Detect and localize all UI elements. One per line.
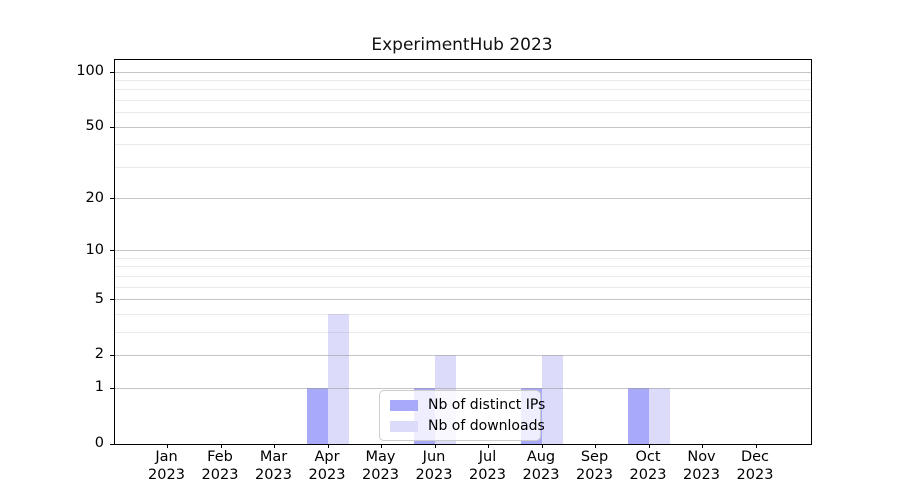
legend-swatch-downloads bbox=[390, 420, 418, 432]
bar-downloads bbox=[542, 355, 563, 444]
gridline-minor bbox=[115, 144, 811, 146]
x-axis-year: 2023 bbox=[308, 466, 346, 483]
plot-area bbox=[110, 59, 812, 448]
gridline-minor bbox=[115, 166, 811, 168]
x-axis-tick-label: Jul 2023 bbox=[456, 449, 520, 484]
y-axis-tick-label: 100 bbox=[76, 63, 104, 79]
legend-swatch-distinct-ips bbox=[390, 399, 418, 411]
y-axis-tick-label: 20 bbox=[85, 189, 104, 206]
x-axis-month: Mar bbox=[259, 449, 288, 465]
x-axis-month: Jul bbox=[478, 449, 497, 465]
y-axis-tick bbox=[110, 443, 115, 445]
y-axis-tick bbox=[110, 354, 115, 356]
x-axis-year: 2023 bbox=[736, 466, 774, 483]
x-axis-year: 2023 bbox=[629, 466, 667, 483]
x-axis-tick-label: Sep 2023 bbox=[563, 449, 627, 484]
bar-downloads bbox=[649, 388, 670, 444]
gridline-minor bbox=[115, 331, 811, 333]
x-axis-year: 2023 bbox=[469, 466, 506, 483]
x-axis-month: Dec bbox=[740, 449, 770, 465]
gridline-minor bbox=[115, 79, 811, 81]
x-axis-year: 2023 bbox=[148, 466, 185, 483]
y-axis-tick bbox=[110, 299, 115, 301]
y-axis-tick-label: 5 bbox=[94, 290, 104, 307]
x-axis-tick bbox=[595, 444, 596, 448]
gridline-major bbox=[115, 299, 811, 301]
x-axis-month: Nov bbox=[687, 449, 716, 465]
gridline-major bbox=[115, 126, 811, 128]
legend-label-downloads: Nb of downloads bbox=[428, 418, 545, 434]
x-axis-tick bbox=[381, 444, 382, 448]
x-axis-month: Jun bbox=[422, 449, 446, 465]
x-axis-tick bbox=[648, 444, 650, 448]
x-axis-tick bbox=[220, 444, 222, 448]
x-axis-tick-label: Dec 2023 bbox=[723, 449, 787, 484]
x-axis-tick bbox=[541, 444, 543, 448]
gridline-minor bbox=[115, 112, 811, 114]
bar-distinct-ips bbox=[628, 388, 649, 444]
bar-distinct-ips bbox=[307, 388, 328, 444]
x-axis-tick bbox=[702, 444, 703, 448]
gridline-minor bbox=[115, 275, 811, 277]
gridline-major bbox=[115, 354, 811, 356]
y-axis-tick bbox=[110, 387, 115, 389]
gridline-minor bbox=[115, 89, 811, 91]
x-axis-year: 2023 bbox=[576, 466, 613, 483]
chart-title: ExperimentHub 2023 bbox=[371, 35, 553, 55]
x-axis-month: Jan bbox=[155, 449, 178, 465]
gridline-minor bbox=[115, 313, 811, 315]
x-axis-month: May bbox=[365, 449, 396, 465]
x-axis-year: 2023 bbox=[201, 466, 239, 483]
y-axis-tick-label: 50 bbox=[85, 118, 104, 135]
y-axis-tick bbox=[110, 198, 115, 200]
x-axis-tick-label: Jan 2023 bbox=[135, 449, 199, 484]
x-axis-tick-label: Mar 2023 bbox=[242, 449, 306, 484]
y-axis-tick bbox=[110, 71, 115, 73]
x-axis-tick bbox=[488, 444, 489, 448]
x-axis-year: 2023 bbox=[522, 466, 560, 483]
y-axis-tick bbox=[110, 250, 115, 252]
x-axis-tick bbox=[167, 444, 168, 448]
gridline-major bbox=[115, 198, 811, 200]
x-axis-tick-label: Jun 2023 bbox=[402, 449, 466, 484]
x-axis-month: Sep bbox=[580, 449, 609, 465]
x-axis-year: 2023 bbox=[362, 466, 399, 483]
bar-downloads bbox=[328, 314, 349, 444]
legend: Nb of distinct IPs Nb of downloads bbox=[379, 390, 545, 441]
x-axis-year: 2023 bbox=[255, 466, 292, 483]
legend-label-distinct-ips: Nb of distinct IPs bbox=[428, 397, 546, 413]
gridline-minor bbox=[115, 286, 811, 288]
gridline-major bbox=[115, 71, 811, 73]
legend-entry-distinct-ips: Nb of distinct IPs bbox=[390, 397, 545, 413]
x-axis-month: Feb bbox=[207, 449, 233, 465]
x-axis-tick-label: Feb 2023 bbox=[188, 449, 252, 484]
gridline-major bbox=[115, 250, 811, 252]
x-axis-year: 2023 bbox=[683, 466, 720, 483]
gridline-minor bbox=[115, 99, 811, 101]
x-axis-tick-label: Oct 2023 bbox=[616, 449, 680, 484]
x-axis-tick bbox=[274, 444, 275, 448]
y-axis-tick-label: 1 bbox=[94, 379, 104, 396]
x-axis-year: 2023 bbox=[415, 466, 453, 483]
x-axis-month: Apr bbox=[314, 449, 340, 465]
gridline-major bbox=[115, 387, 811, 389]
x-axis-tick-label: Aug 2023 bbox=[509, 449, 573, 484]
y-axis-tick-label: 0 bbox=[94, 435, 104, 451]
y-axis-tick-label: 10 bbox=[85, 241, 104, 258]
y-axis-tick-label: 2 bbox=[94, 346, 104, 363]
gridline-minor bbox=[115, 257, 811, 259]
x-axis-tick-label: Nov 2023 bbox=[670, 449, 734, 484]
legend-entry-downloads: Nb of downloads bbox=[390, 418, 545, 434]
x-axis-tick bbox=[755, 444, 757, 448]
x-axis-tick bbox=[434, 444, 436, 448]
x-axis-month: Aug bbox=[526, 449, 556, 465]
x-axis-tick bbox=[327, 444, 329, 448]
gridline-minor bbox=[115, 266, 811, 268]
x-axis-tick-label: Apr 2023 bbox=[295, 449, 359, 484]
y-axis-tick bbox=[110, 126, 115, 128]
x-axis-month: Oct bbox=[635, 449, 661, 465]
x-axis-tick-label: May 2023 bbox=[349, 449, 413, 484]
